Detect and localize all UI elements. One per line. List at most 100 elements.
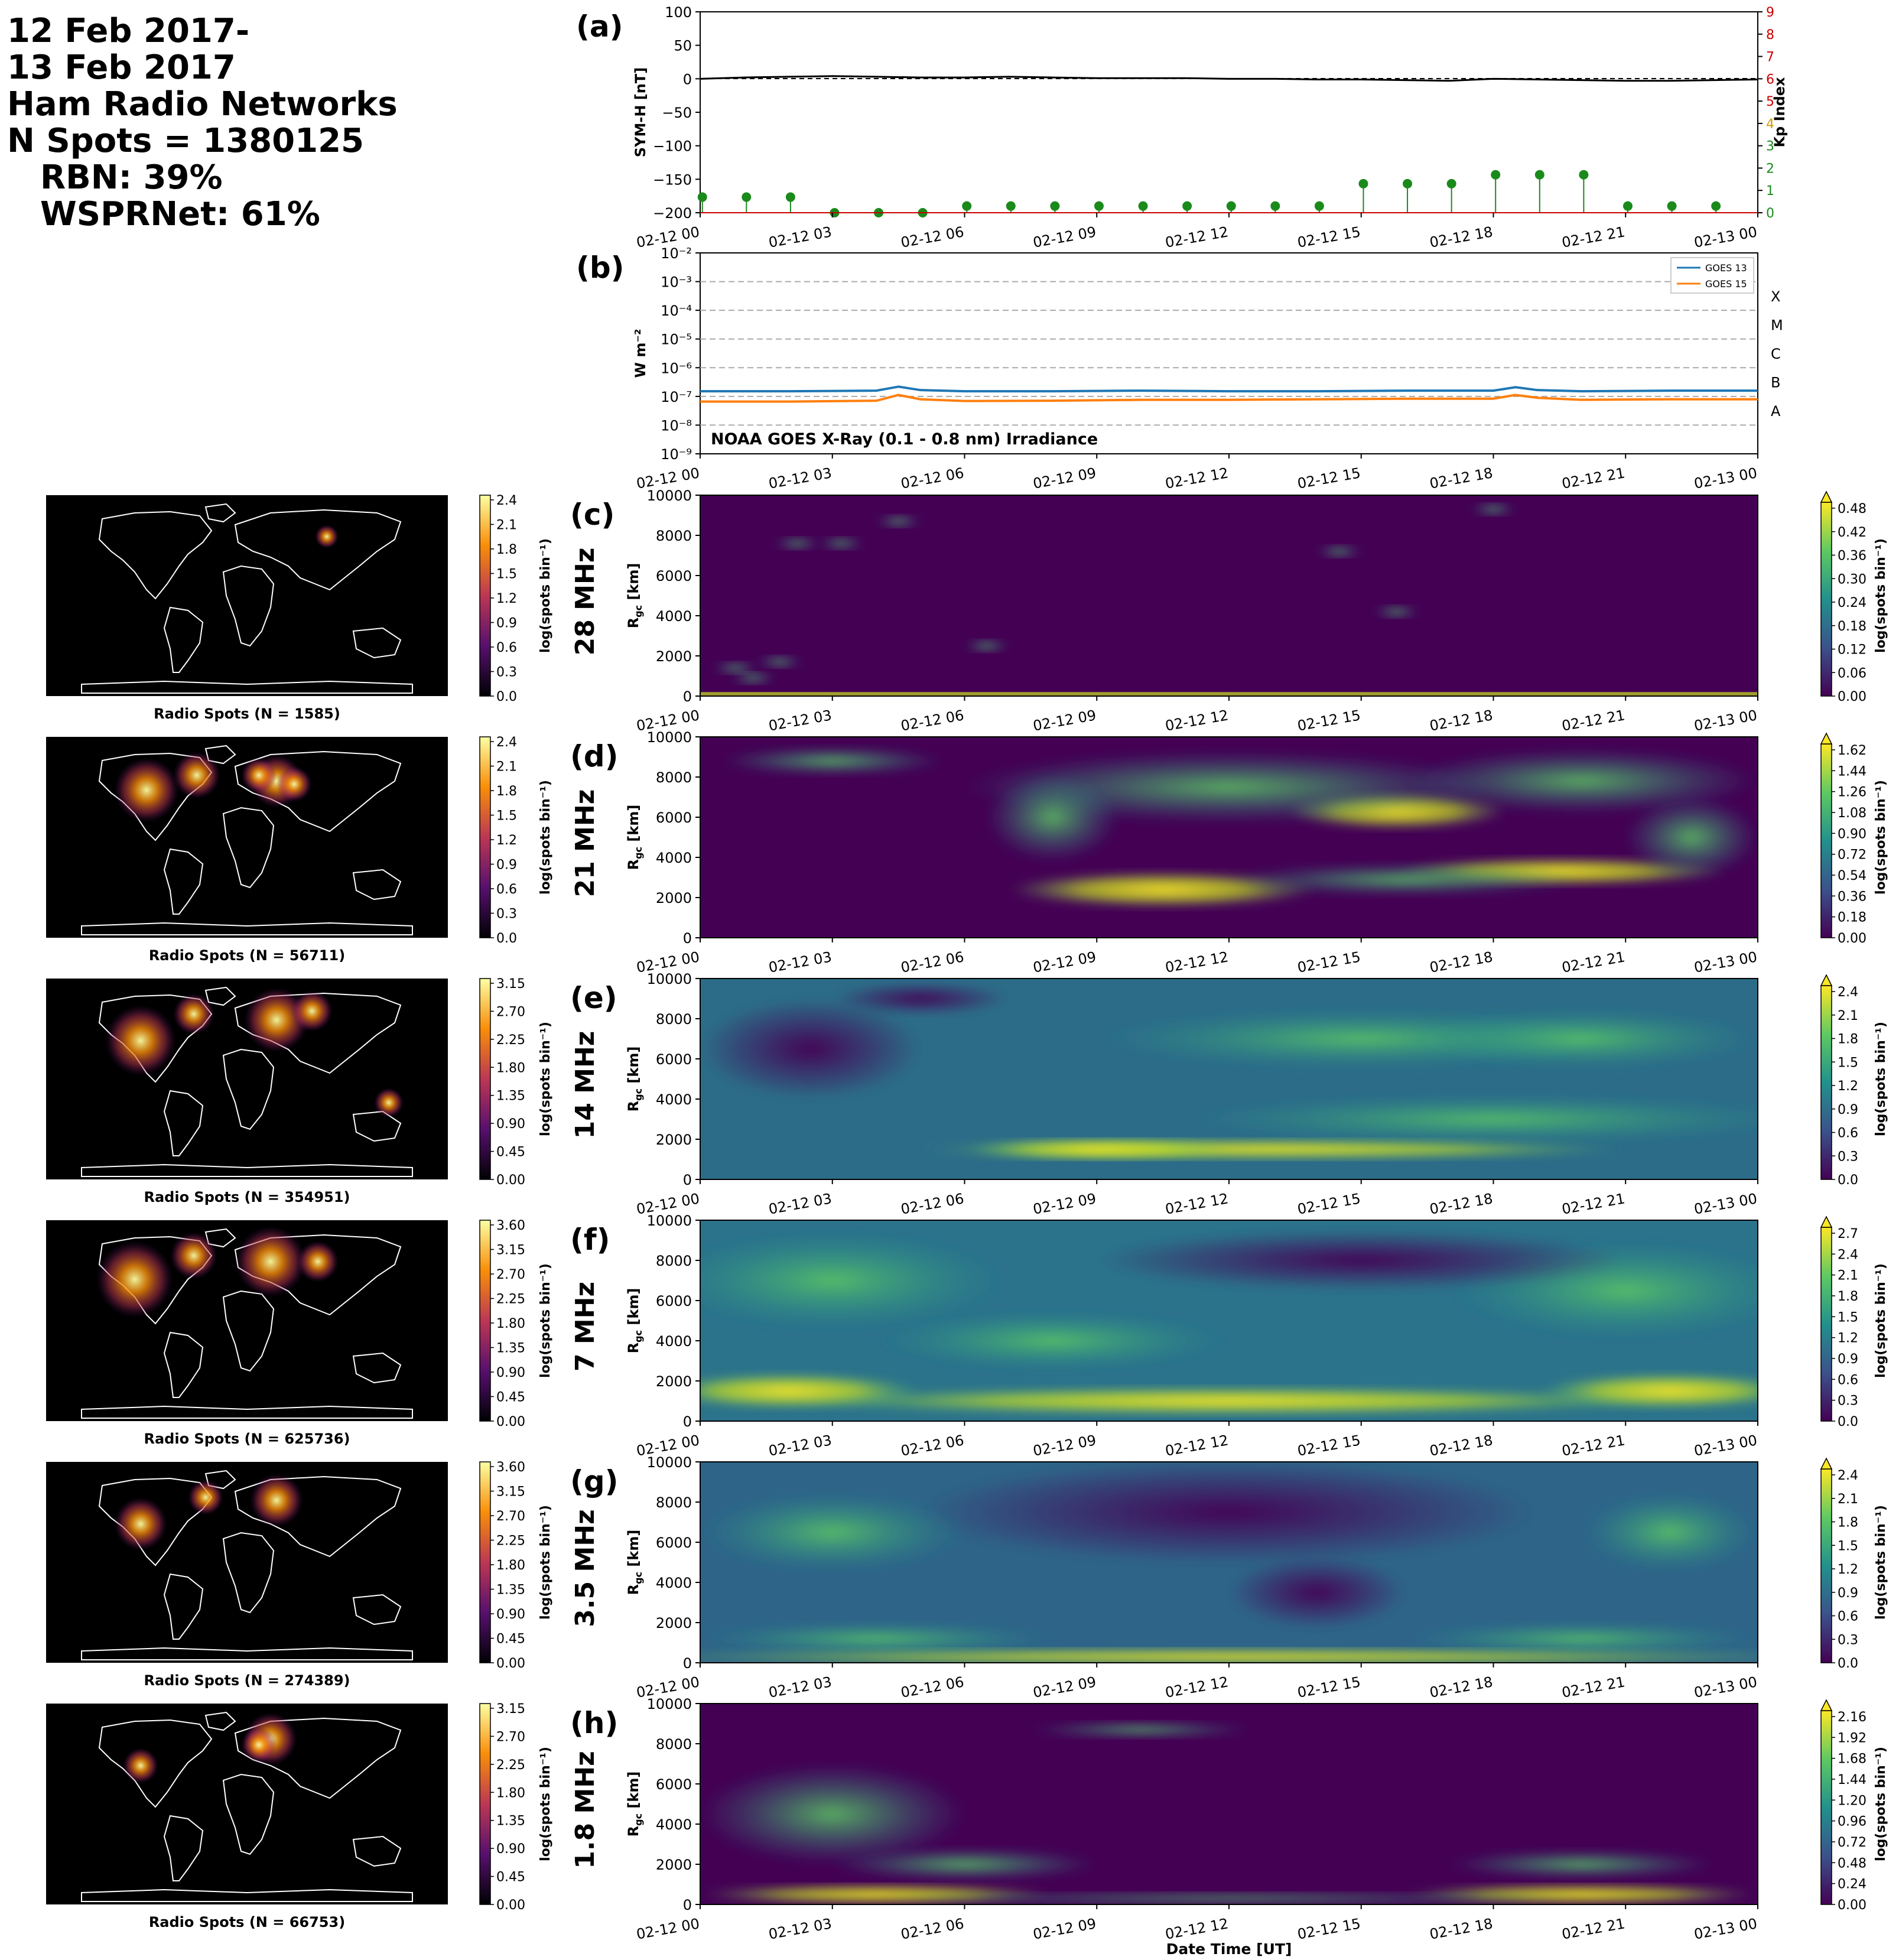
rti-colorbar-tick-label: 2.1	[1838, 1492, 1858, 1507]
x-tick-label: 02-12 15	[1296, 707, 1362, 734]
kp-y-tick-label: 4	[1766, 117, 1774, 132]
x-tick-label: 02-12 06	[899, 948, 965, 976]
rti-x-axis: 02-12 00 02-12 03 02-12 06 02-12 09 02-12 12…	[635, 1179, 1758, 1218]
x-tick-label: 02-12 12	[1164, 1673, 1230, 1701]
rti-colorbar-tick-label: 0.9	[1838, 1586, 1858, 1601]
legend-label-goes13: GOES 13	[1705, 262, 1747, 274]
rti-y-tick-label: 8000	[656, 769, 692, 786]
map-colorbar-label: log(spots bin⁻¹)	[538, 1022, 553, 1136]
map-colorbar-tick-label: 1.80	[496, 1317, 525, 1331]
header-date-end: 13 Feb 2017	[7, 48, 236, 87]
map-caption: Radio Spots (N = 625736)	[144, 1431, 350, 1447]
kp-marker	[1534, 170, 1544, 180]
x-tick-label: 02-12 03	[768, 464, 833, 492]
symh-y-tick-label: −150	[653, 171, 692, 188]
rti-y-axis-subscript: gc	[633, 1088, 644, 1101]
rti-colorbar-tick-label: 0.42	[1838, 525, 1867, 540]
x-tick-label: 02-12 15	[1296, 1673, 1362, 1701]
x-tick-label: 02-12 15	[1296, 948, 1362, 976]
kp-y-tick-label: 9	[1766, 5, 1774, 20]
rti-colorbar-tick-label: 1.5	[1838, 1539, 1858, 1553]
coastline	[204, 1711, 236, 1731]
map-colorbar-tick-label: 0.9	[496, 858, 517, 873]
x-tick-label: 02-13 00	[1693, 948, 1758, 976]
x-tick-label: 02-12 00	[635, 1915, 701, 1942]
map-colorbar-tick-label: 2.25	[496, 1033, 525, 1048]
coastline	[163, 606, 204, 673]
rti-density-patch	[1030, 1721, 1251, 1738]
rti-colorbar-tick-label: 0.48	[1838, 1856, 1867, 1871]
spot-density-hotspot	[241, 758, 277, 793]
map-colorbar-tick-label: 0.0	[496, 690, 517, 704]
plot-frame-a	[700, 11, 1758, 213]
kp-marker	[697, 192, 707, 202]
rti-colorbar-tick-label: 0.96	[1838, 1815, 1867, 1829]
x-tick-label: 02-13 00	[1693, 1432, 1758, 1459]
kp-marker	[1446, 178, 1456, 188]
rti-colorbar-tick-label: 1.8	[1838, 1289, 1858, 1304]
x-tick-label: 02-12 12	[1164, 1915, 1230, 1942]
rti-density-patch	[986, 773, 1119, 862]
x-tick-label: 02-12 12	[1164, 707, 1230, 734]
rti-colorbar-tick-label: 0.12	[1838, 643, 1867, 658]
x-tick-label: 02-12 15	[1296, 223, 1362, 251]
panel-label: (f)	[570, 1223, 610, 1257]
kp-marker	[1667, 201, 1677, 211]
map-colorbar-tick-label: 0.9	[496, 616, 517, 631]
kp-y-tick-label: 7	[1766, 50, 1774, 65]
x-tick-label: 02-12 18	[1428, 948, 1494, 976]
rti-density-field	[700, 1462, 1758, 1663]
rti-y-tick-label: 4000	[656, 608, 692, 625]
band-row-5: Radio Spots (N = 274389) 3.60 3.15 2.70 2.25…	[46, 1454, 1888, 1701]
map-colorbar-tick-label: 2.70	[496, 1267, 525, 1282]
rti-density-field	[700, 1721, 1758, 1904]
coastline	[81, 922, 413, 935]
rti-colorbar-tick-label: 2.4	[1838, 1247, 1858, 1262]
rti-y-axis-unit: [km]	[625, 1046, 642, 1088]
rti-density-patch	[1185, 1095, 1758, 1143]
x-tick-label: 02-12 21	[1560, 1190, 1626, 1217]
rti-density-patch	[1229, 1556, 1406, 1629]
rti-density-patch	[1405, 1623, 1758, 1655]
coastline	[81, 1889, 413, 1902]
map-colorbar-tick-label: 0.00	[496, 1415, 525, 1429]
rti-y-axis-symbol: R	[625, 1343, 642, 1353]
map-caption: Radio Spots (N = 354951)	[144, 1189, 350, 1205]
rti-colorbar	[1820, 1710, 1832, 1905]
map-colorbar-tick-label: 1.35	[496, 1341, 525, 1356]
rti-density-patch	[713, 662, 757, 674]
rti-y-axis-subscript: gc	[633, 1330, 644, 1343]
rti-y-tick-label: 0	[683, 1655, 692, 1672]
x-tick-label: 02-13 00	[1693, 1915, 1758, 1942]
coastline	[163, 1573, 204, 1640]
spot-density-hotspot	[173, 752, 220, 799]
rti-colorbar-extend-arrow	[1820, 974, 1833, 986]
coastline	[98, 1719, 213, 1808]
rti-y-axis-subscript: gc	[633, 1813, 644, 1826]
band-row-1: Radio Spots (N = 1585) 2.4 2.1 1.8 1.5 1.2 0.9…	[46, 487, 1888, 734]
map-caption: Radio Spots (N = 1585)	[154, 706, 340, 722]
map-colorbar-tick-label: 0.45	[496, 1145, 525, 1160]
coastline	[222, 1773, 275, 1855]
x-tick-label: 02-12 21	[1560, 948, 1626, 976]
rti-colorbar	[1820, 1227, 1832, 1422]
coastline	[98, 511, 213, 600]
kp-marker	[1094, 201, 1104, 211]
panel-label: (d)	[570, 739, 619, 773]
map-colorbar-tick-label: 0.90	[496, 1366, 525, 1380]
rti-density-patch	[1317, 545, 1361, 558]
rti-y-tick-label: 4000	[656, 1575, 692, 1591]
spot-density-hotspot	[170, 1232, 217, 1279]
map-colorbar-tick-label: 1.80	[496, 1786, 525, 1800]
rti-y-tick-label: 2000	[656, 1615, 692, 1631]
rti-density-patch	[788, 1387, 1670, 1415]
x-tick-label: 02-12 03	[768, 1432, 833, 1459]
map-colorbar-tick-label: 2.1	[496, 518, 517, 533]
map-colorbar-tick-label: 3.15	[496, 977, 525, 992]
rti-colorbar-tick-label: 0.3	[1838, 1149, 1858, 1164]
rti-density-patch	[1405, 1009, 1758, 1069]
rti-y-tick-label: 4000	[656, 1091, 692, 1108]
rti-x-axis: 02-12 00 02-12 03 02-12 06 02-12 09 02-12 12…	[635, 938, 1758, 976]
x-tick-label: 02-12 21	[1560, 707, 1626, 734]
map-colorbar	[479, 1220, 491, 1422]
